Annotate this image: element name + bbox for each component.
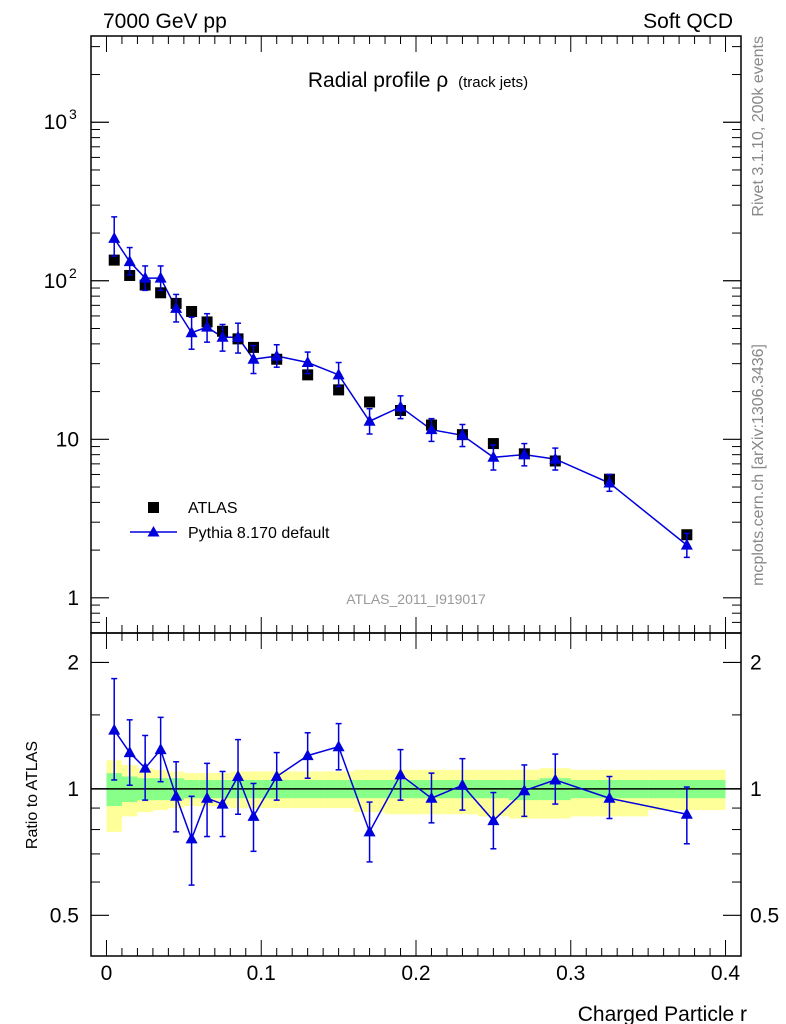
y-tick-label: 1: [67, 587, 79, 610]
mc-point: [394, 400, 407, 412]
mc-point: [363, 414, 376, 426]
ratio-point: [123, 746, 136, 758]
mc-point: [123, 255, 136, 267]
source-label: mcplots.cern.ch [arXiv:1306.3436]: [750, 344, 767, 586]
legend: ATLAS Pythia 8.170 default: [130, 500, 330, 542]
atlas-point: [364, 396, 376, 408]
mc-point: [170, 301, 183, 313]
mc-point: [201, 320, 214, 332]
ratio-y-tick-label-right: 2: [750, 651, 762, 674]
mc-point: [154, 271, 167, 283]
ratio-point: [270, 770, 283, 782]
ratio-y-tick-label: 1: [67, 778, 79, 801]
ratio-y-tick-label-right: 1: [750, 778, 762, 801]
ratio-point: [680, 807, 693, 819]
main-title: Radial profile ρ (track jets): [308, 69, 528, 92]
ratio-point: [154, 743, 167, 755]
x-tick-label: 0.2: [401, 962, 430, 985]
ratio-y-tick-label-right: 0.5: [750, 904, 779, 927]
y-tick-label: 10: [44, 270, 67, 293]
mc-line: [113, 238, 688, 546]
ratio-point: [170, 789, 183, 801]
ratio-point: [394, 768, 407, 780]
ratio-panel: 0.5 0.5 1 1 2 2 0 0.1 0.2 0.3 0.4 Ratio to ATLAS C…: [24, 632, 779, 1024]
category-label: Soft QCD: [643, 10, 733, 33]
y-tick-exponent: 3: [69, 106, 77, 122]
mc-point: [270, 349, 283, 361]
atlas-point: [487, 438, 499, 450]
ratio-point: [185, 832, 198, 844]
y-tick-label: 10: [44, 111, 67, 134]
ratio-point: [232, 770, 245, 782]
mc-point: [216, 330, 229, 342]
ratio-point: [456, 778, 469, 790]
ratio-point: [332, 740, 345, 752]
ratio-point: [549, 773, 562, 785]
mc-point: [456, 428, 469, 440]
main-panel: Radial profile ρ (track jets) ATLAS_2011…: [44, 35, 742, 634]
ratio-point: [108, 723, 121, 735]
energy-label: 7000 GeV pp: [103, 10, 227, 33]
atlas-point: [302, 369, 314, 381]
legend-atlas-label: ATLAS: [188, 500, 238, 517]
atlas-point: [155, 287, 167, 299]
mc-point: [603, 476, 616, 488]
mc-point: [232, 330, 245, 342]
ratio-frame: [90, 632, 742, 957]
ratio-point: [425, 791, 438, 803]
mc-point: [332, 368, 345, 380]
x-axis-label: Charged Particle r: [578, 1003, 747, 1024]
mc-point: [518, 448, 531, 460]
atlas-point: [186, 306, 198, 318]
y-tick-exponent: 2: [69, 265, 77, 281]
mc-point: [247, 352, 260, 364]
main-title-text: Radial profile ρ: [308, 69, 448, 92]
mc-point: [680, 538, 693, 550]
mc-point: [108, 231, 121, 243]
main-title-sub: (track jets): [458, 74, 528, 91]
ratio-point: [247, 809, 260, 821]
atlas-point: [333, 384, 345, 396]
x-tick-label: 0.1: [247, 962, 276, 985]
ratio-y-tick-label: 2: [67, 651, 79, 674]
atlas-point: [108, 254, 120, 266]
ratio-point: [139, 761, 152, 773]
ratio-point: [518, 784, 531, 796]
x-tick-label: 0.4: [711, 962, 741, 985]
ratio-y-tick-label: 0.5: [50, 904, 79, 927]
y-tick-label: 10: [56, 428, 79, 451]
legend-mc-marker: [147, 526, 160, 537]
ratio-point: [301, 749, 314, 761]
analysis-label: ATLAS_2011_I919017: [346, 591, 486, 607]
ratio-point: [487, 814, 500, 826]
ratio-point: [216, 797, 229, 809]
ratio-point: [201, 791, 214, 803]
ratio-point: [603, 791, 616, 803]
mc-point: [139, 271, 152, 283]
mc-point: [487, 450, 500, 462]
rivet-label: Rivet 3.1.10, 200k events: [750, 36, 767, 217]
ratio-line: [113, 729, 687, 842]
legend-mc-label: Pythia 8.170 default: [188, 525, 330, 542]
mc-point: [549, 452, 562, 464]
x-tick-label: 0: [101, 962, 113, 985]
ratio-ylabel: Ratio to ATLAS: [24, 741, 41, 849]
mc-point: [301, 356, 314, 368]
mc-point: [425, 423, 438, 435]
ratio-point: [363, 825, 376, 837]
mc-point: [185, 326, 198, 338]
legend-atlas-marker: [148, 502, 159, 513]
x-tick-label: 0.3: [556, 962, 585, 985]
